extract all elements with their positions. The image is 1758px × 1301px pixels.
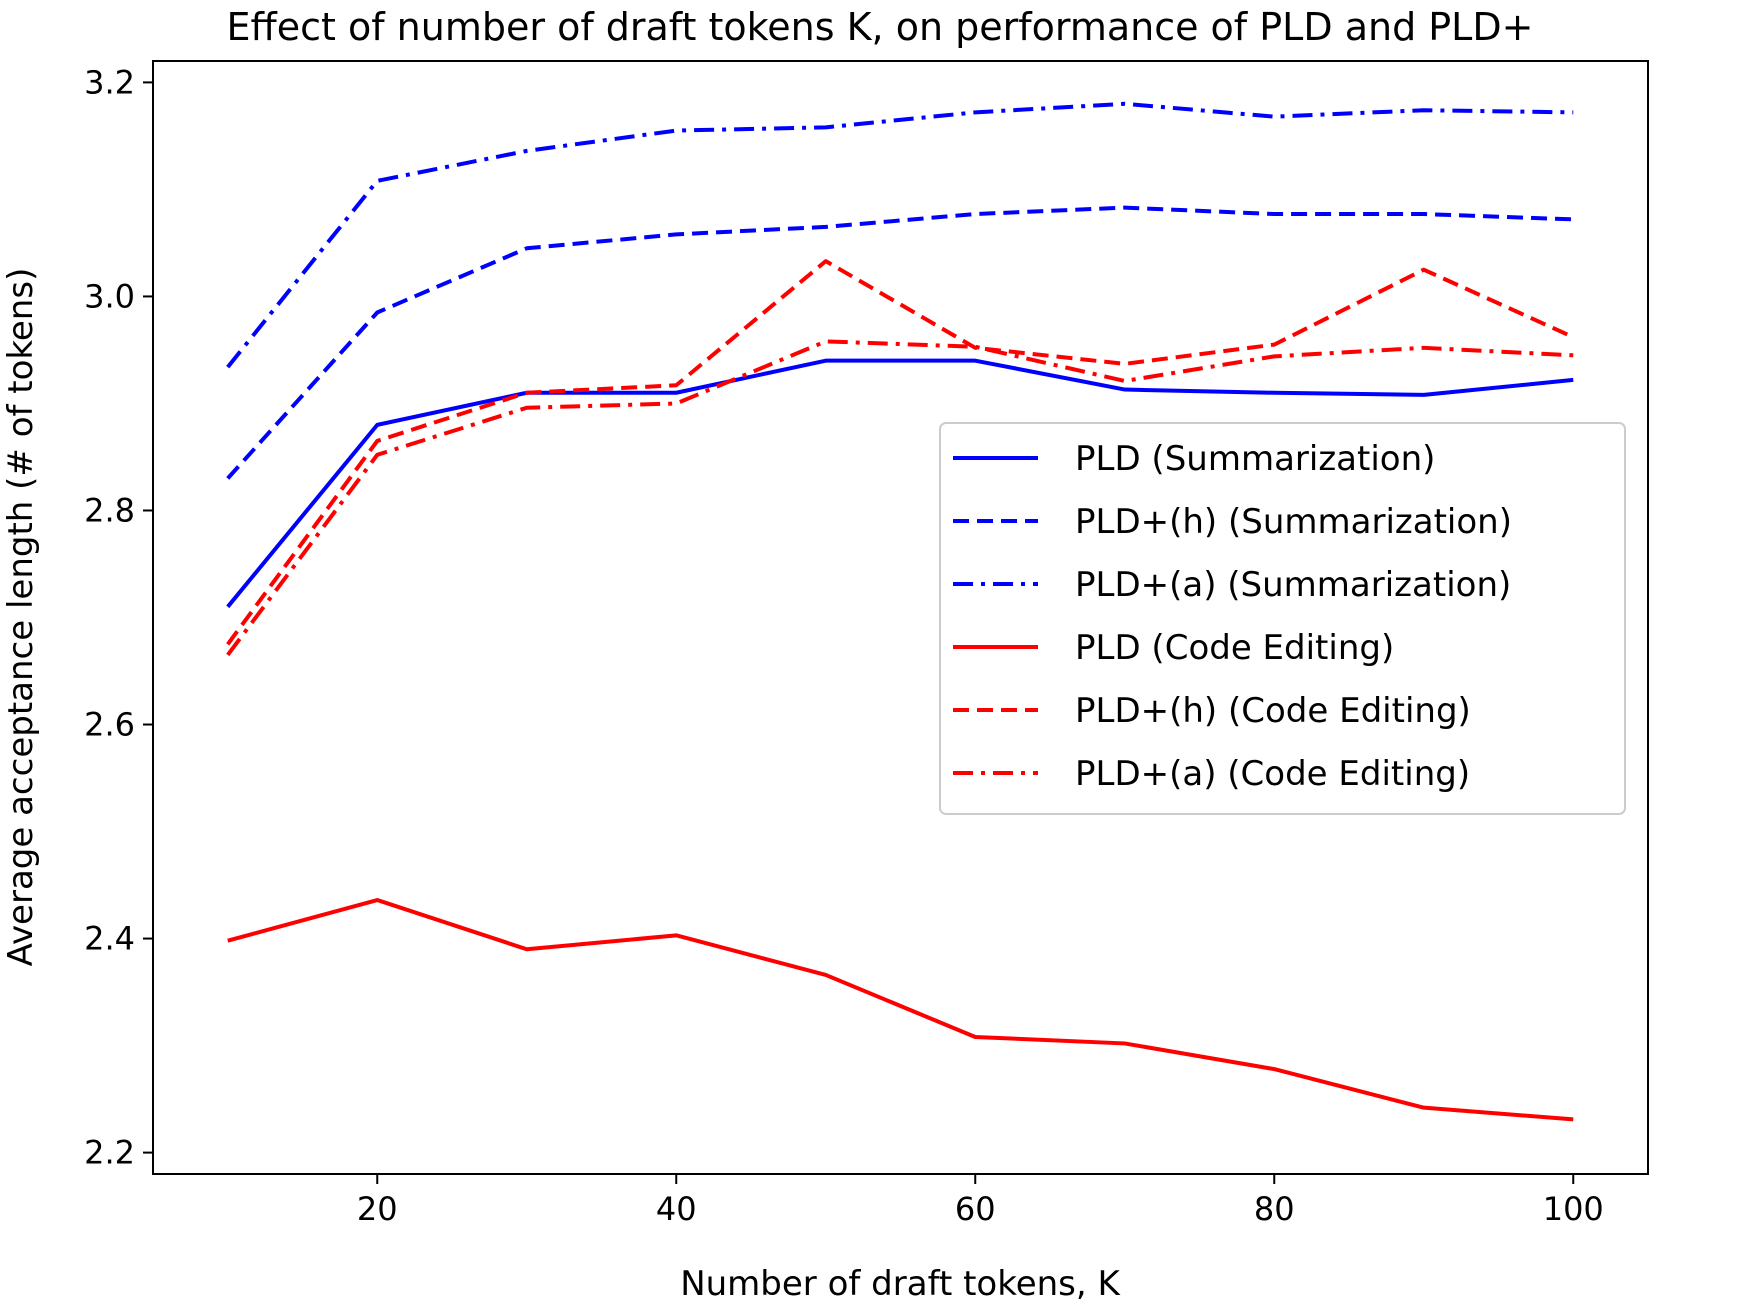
x-tick-label: 80 — [1254, 1190, 1295, 1228]
x-tick-label: 20 — [357, 1190, 398, 1228]
legend-box — [939, 422, 1626, 815]
legend-label: PLD+(h) (Summarization) — [1075, 502, 1512, 542]
x-tick-label: 60 — [955, 1190, 996, 1228]
x-axis-label: Number of draft tokens, K — [680, 1264, 1121, 1301]
y-tick-label: 2.2 — [84, 1134, 135, 1172]
legend-label: PLD+(h) (Code Editing) — [1075, 691, 1471, 731]
y-axis-label: Average acceptance length (# of tokens) — [1, 268, 41, 967]
series-line-6 — [226, 339, 1574, 657]
series-line-2 — [226, 205, 1574, 480]
series-line-1 — [226, 358, 1574, 609]
y-tick-label: 3.2 — [84, 63, 135, 101]
series-line-4 — [227, 898, 1574, 1122]
y-tick-label: 3.0 — [84, 277, 135, 315]
legend-item: PLD+(a) (Code Editing) — [953, 754, 1470, 794]
legend-item: PLD+(h) (Summarization) — [953, 502, 1512, 542]
x-tick-label: 100 — [1543, 1190, 1604, 1228]
x-tick-label: 40 — [656, 1190, 697, 1228]
legend-item: PLD (Summarization) — [953, 439, 1435, 479]
y-tick-label: 2.6 — [84, 706, 135, 744]
y-tick-label: 2.4 — [84, 920, 135, 958]
legend-label: PLD (Summarization) — [1075, 439, 1435, 479]
legend-item: PLD+(a) (Summarization) — [953, 565, 1511, 605]
y-tick-label: 2.8 — [84, 491, 135, 529]
x-axis-ticks: 20 40 60 80 100 — [357, 1174, 1604, 1228]
legend-label: PLD+(a) (Code Editing) — [1075, 754, 1470, 794]
plot-lines — [226, 101, 1575, 1122]
y-axis-ticks: 2.2 2.4 2.6 2.8 3.0 3.2 — [84, 63, 153, 1172]
legend: PLD (Summarization) PLD+(h) (Summarizatio… — [939, 422, 1626, 815]
legend-label: PLD (Code Editing) — [1075, 628, 1394, 668]
legend-item: PLD+(h) (Code Editing) — [953, 691, 1471, 731]
series-line-3 — [226, 101, 1574, 369]
series-line-5 — [226, 259, 1575, 646]
legend-item: PLD (Code Editing) — [953, 628, 1394, 668]
plot-frame — [152, 60, 1649, 1175]
legend-label: PLD+(a) (Summarization) — [1075, 565, 1511, 605]
chart-title: Effect of number of draft tokens K, on p… — [227, 5, 1534, 49]
